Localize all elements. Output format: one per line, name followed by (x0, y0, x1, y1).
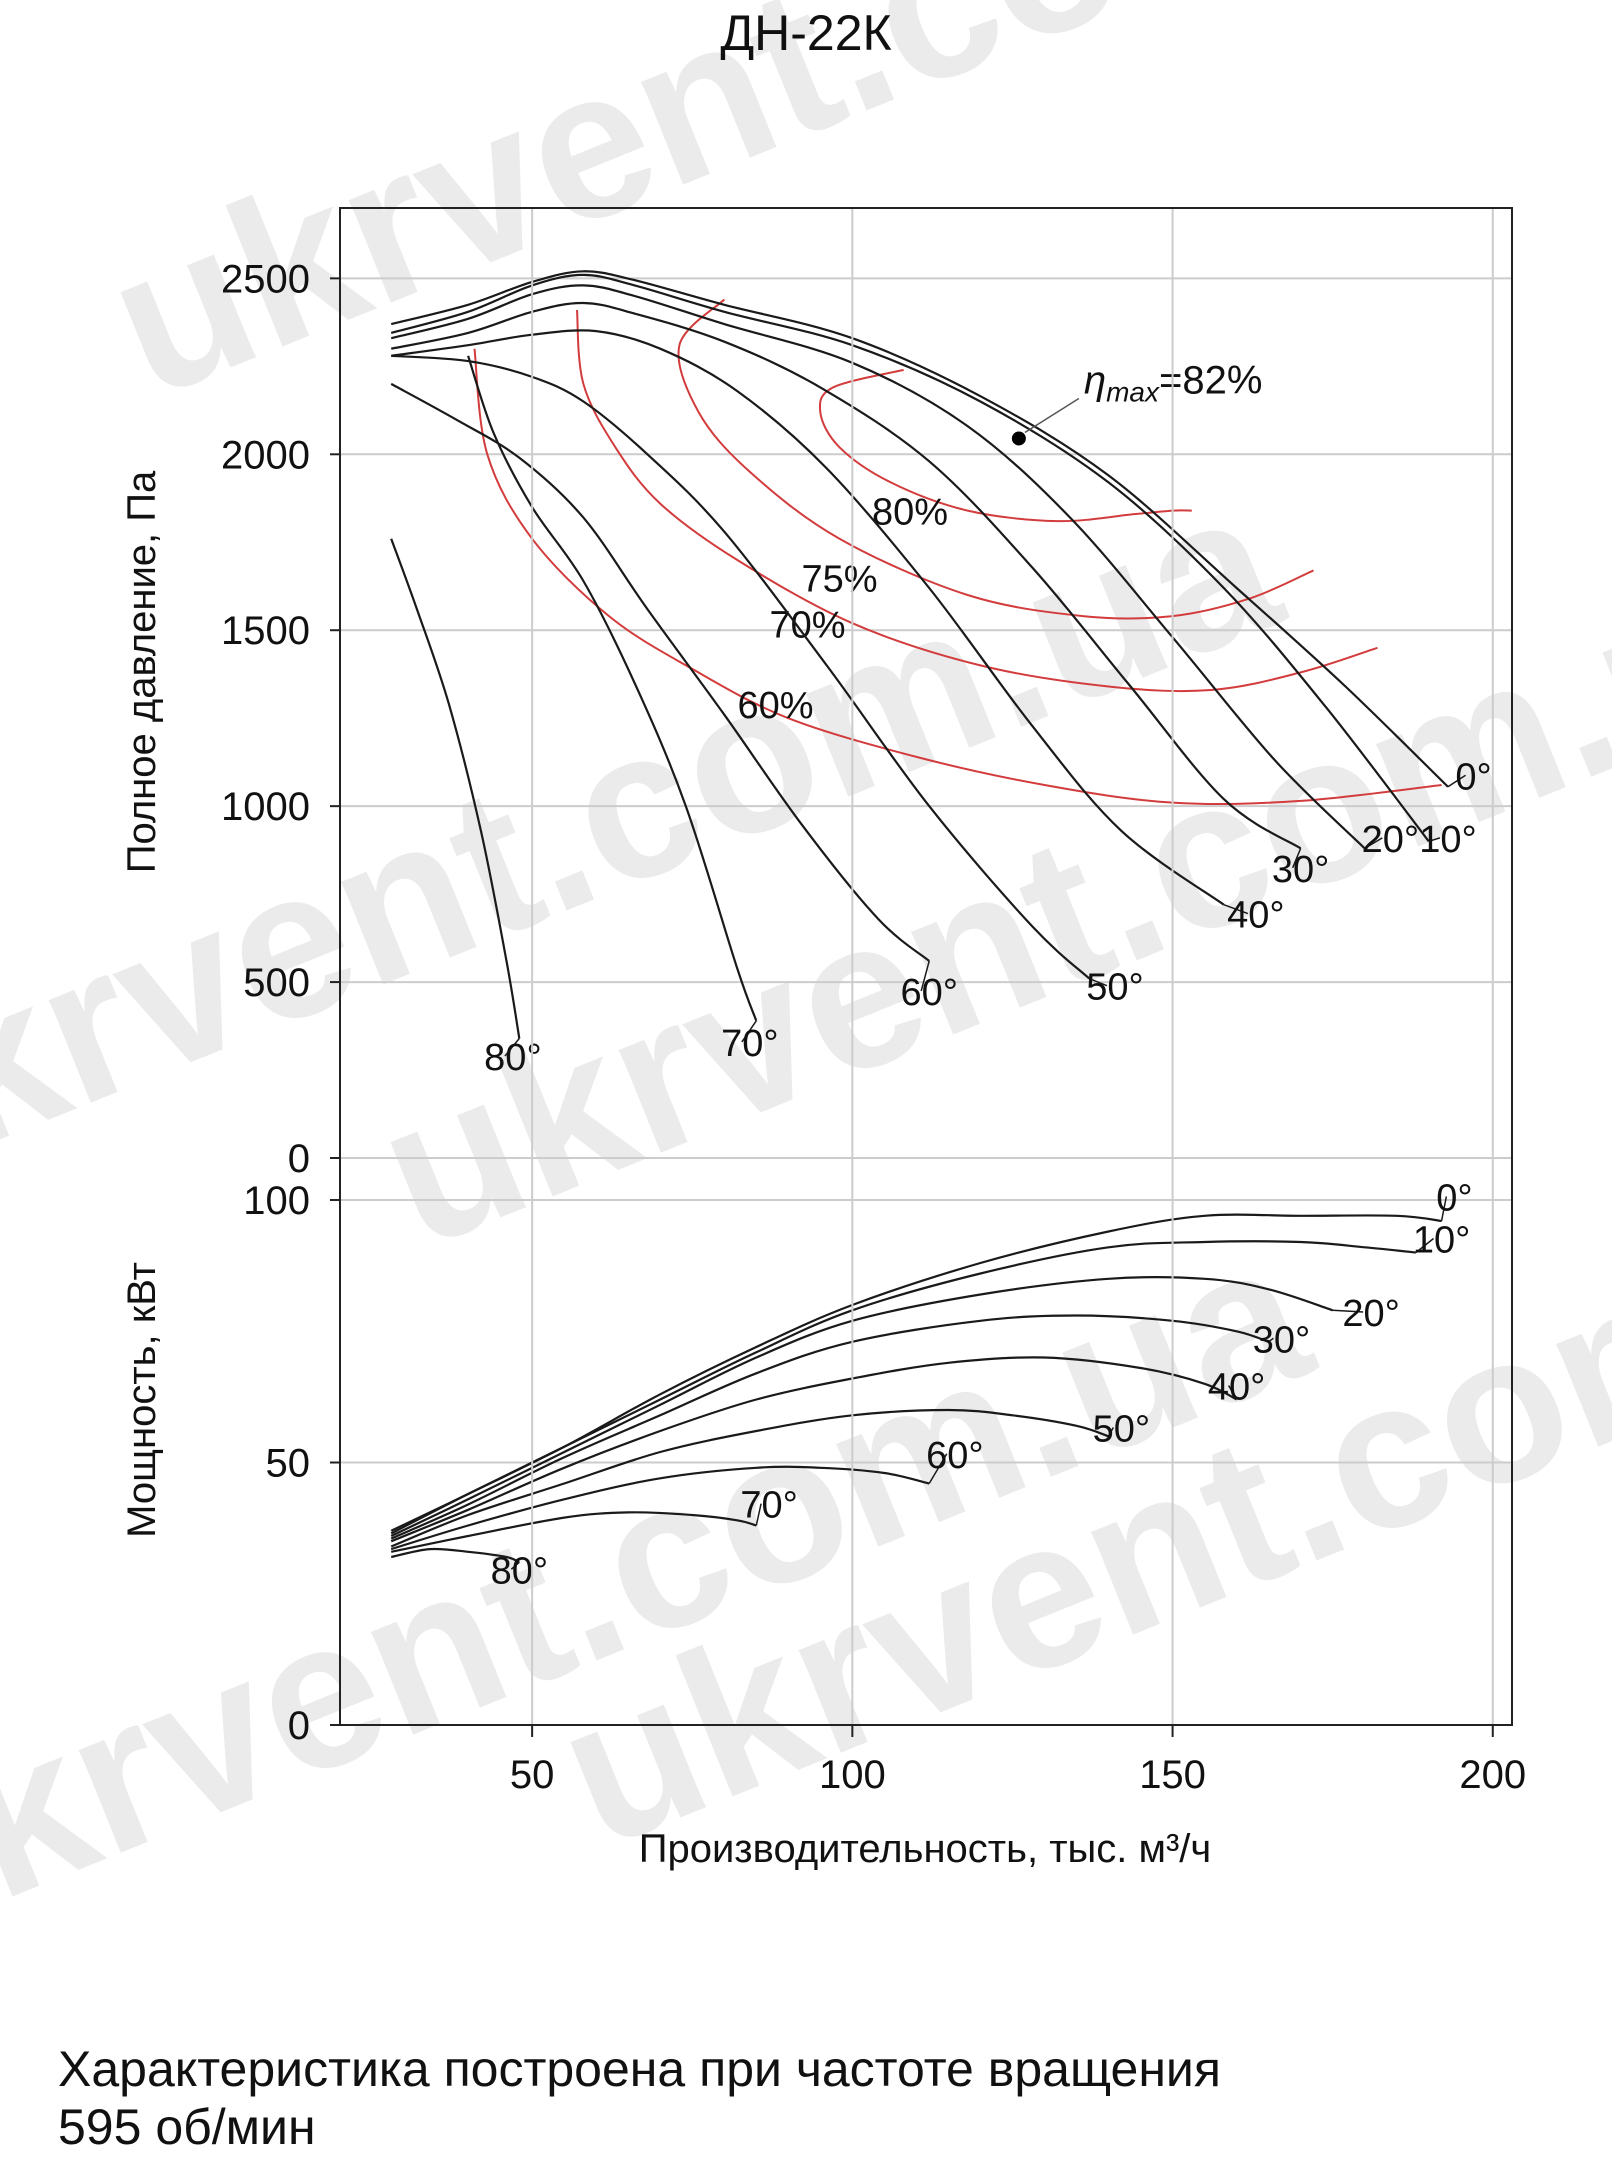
max-efficiency-point (1011, 431, 1026, 446)
max-efficiency-label: ηmax=82% (1084, 358, 1263, 407)
rotation-note-line2: 595 об/мин (58, 2099, 316, 2155)
pressure-curve-label: 40° (1227, 895, 1284, 937)
pressure-curve-10deg (390, 273, 1430, 842)
power-label-leader (1332, 1309, 1364, 1313)
x-tick-label: 200 (1459, 1753, 1526, 1797)
power-curve-70deg (390, 1511, 757, 1553)
pressure-label-leader (1291, 848, 1302, 869)
chart-title: ДН-22К (720, 5, 892, 61)
pressure-y-tick-label: 2000 (221, 433, 310, 477)
power-label-leader (1415, 1237, 1435, 1254)
pressure-curve-label: 30° (1272, 849, 1329, 891)
x-tick-label: 100 (819, 1753, 886, 1797)
pressure-curve-label: 70° (721, 1023, 778, 1065)
pressure-axis-label: Полное давление, Па (120, 470, 164, 873)
pressure-label-leader (1428, 837, 1441, 843)
efficiency-label: 60% (737, 685, 813, 727)
pressure-label-leader (1223, 903, 1249, 915)
pressure-label-leader (1089, 977, 1108, 987)
power-curve-label: 10° (1413, 1220, 1470, 1262)
rotation-note: Характеристика построена при частоте вра… (58, 2040, 1221, 2156)
power-label-leader (1268, 1337, 1274, 1343)
power-curve-10deg (390, 1240, 1417, 1535)
pressure-curve-0deg (390, 270, 1449, 788)
pressure-y-tick-label: 500 (243, 961, 310, 1005)
pressure-y-tick-label: 0 (288, 1137, 310, 1181)
pressure-curve-80deg (390, 538, 521, 1039)
pressure-curve-label: 10° (1419, 819, 1476, 861)
plot-frame (339, 207, 1513, 1726)
efficiency-label: 80% (872, 492, 948, 534)
power-curve-label: 0° (1436, 1178, 1472, 1220)
pressure-panel: 0500100015002000250060%70%75%80%0°10°20°… (221, 257, 1512, 1181)
power-curve-label: 50° (1093, 1409, 1150, 1451)
power-curve-60deg (390, 1465, 930, 1551)
max-efficiency-leader (1024, 397, 1080, 434)
pressure-curve-60deg (390, 382, 930, 962)
power-axis-label: Мощность, кВт (120, 1262, 164, 1538)
plot-border (339, 207, 1513, 1726)
rotation-note-line1: Характеристика построена при частоте вра… (58, 2041, 1221, 2097)
power-y-tick-label: 100 (243, 1179, 310, 1223)
power-label-leader (1107, 1427, 1114, 1437)
pressure-label-leader (1447, 774, 1466, 788)
pressure-label-leader (741, 1020, 757, 1043)
x-tick-label: 50 (510, 1753, 555, 1797)
pressure-label-leader (504, 1037, 520, 1057)
power-curve-40deg (390, 1356, 1238, 1543)
pressure-y-tick-label: 2500 (221, 257, 310, 301)
pressure-label-leader (920, 960, 930, 992)
power-label-leader (1227, 1385, 1238, 1400)
power-label-leader (1440, 1196, 1448, 1222)
pressure-curve-50deg (391, 354, 1091, 980)
power-label-leader (510, 1561, 520, 1570)
power-curve-label: 40° (1208, 1367, 1265, 1409)
pressure-curve-70deg (467, 355, 758, 1022)
power-curve-0deg (390, 1213, 1442, 1532)
pressure-curve-20deg (390, 284, 1366, 850)
efficiency-curve-60pct (473, 348, 1442, 806)
power-y-tick-label: 0 (288, 1704, 310, 1748)
pressure-curve-label: 20° (1362, 819, 1419, 861)
pressure-curve-label: 60° (900, 972, 957, 1014)
power-label-leader (928, 1453, 948, 1484)
power-panel: 0 50 100 0°10° 20° 30° 40° 50° 60° 70° 80° (243, 1178, 1512, 1748)
power-label-leader (755, 1503, 762, 1526)
power-curve-label: 80° (491, 1550, 548, 1592)
efficiency-curve-75pct (677, 298, 1314, 620)
x-axis: 50 100 150 200 (510, 1725, 1526, 1797)
flow-axis-label: Производительность, тыс. м³/ч (639, 1827, 1212, 1871)
efficiency-label: 75% (802, 559, 878, 601)
pressure-y-tick-label: 1500 (221, 609, 310, 653)
x-tick-label: 150 (1139, 1753, 1206, 1797)
power-curve-label: 70° (740, 1485, 797, 1527)
power-y-tick-label: 50 (266, 1442, 311, 1486)
power-curve-label: 60° (926, 1435, 983, 1477)
power-curve-50deg (390, 1408, 1109, 1548)
power-curve-80deg (390, 1547, 520, 1564)
power-curve-label: 30° (1253, 1319, 1310, 1361)
pressure-label-leader (1364, 837, 1383, 850)
efficiency-curve-70pct (576, 309, 1378, 693)
pressure-curve-label: 0° (1455, 756, 1491, 798)
pressure-curve-label: 50° (1086, 967, 1143, 1009)
pressure-y-tick-label: 1000 (221, 785, 310, 829)
power-curve-label: 20° (1342, 1293, 1399, 1335)
